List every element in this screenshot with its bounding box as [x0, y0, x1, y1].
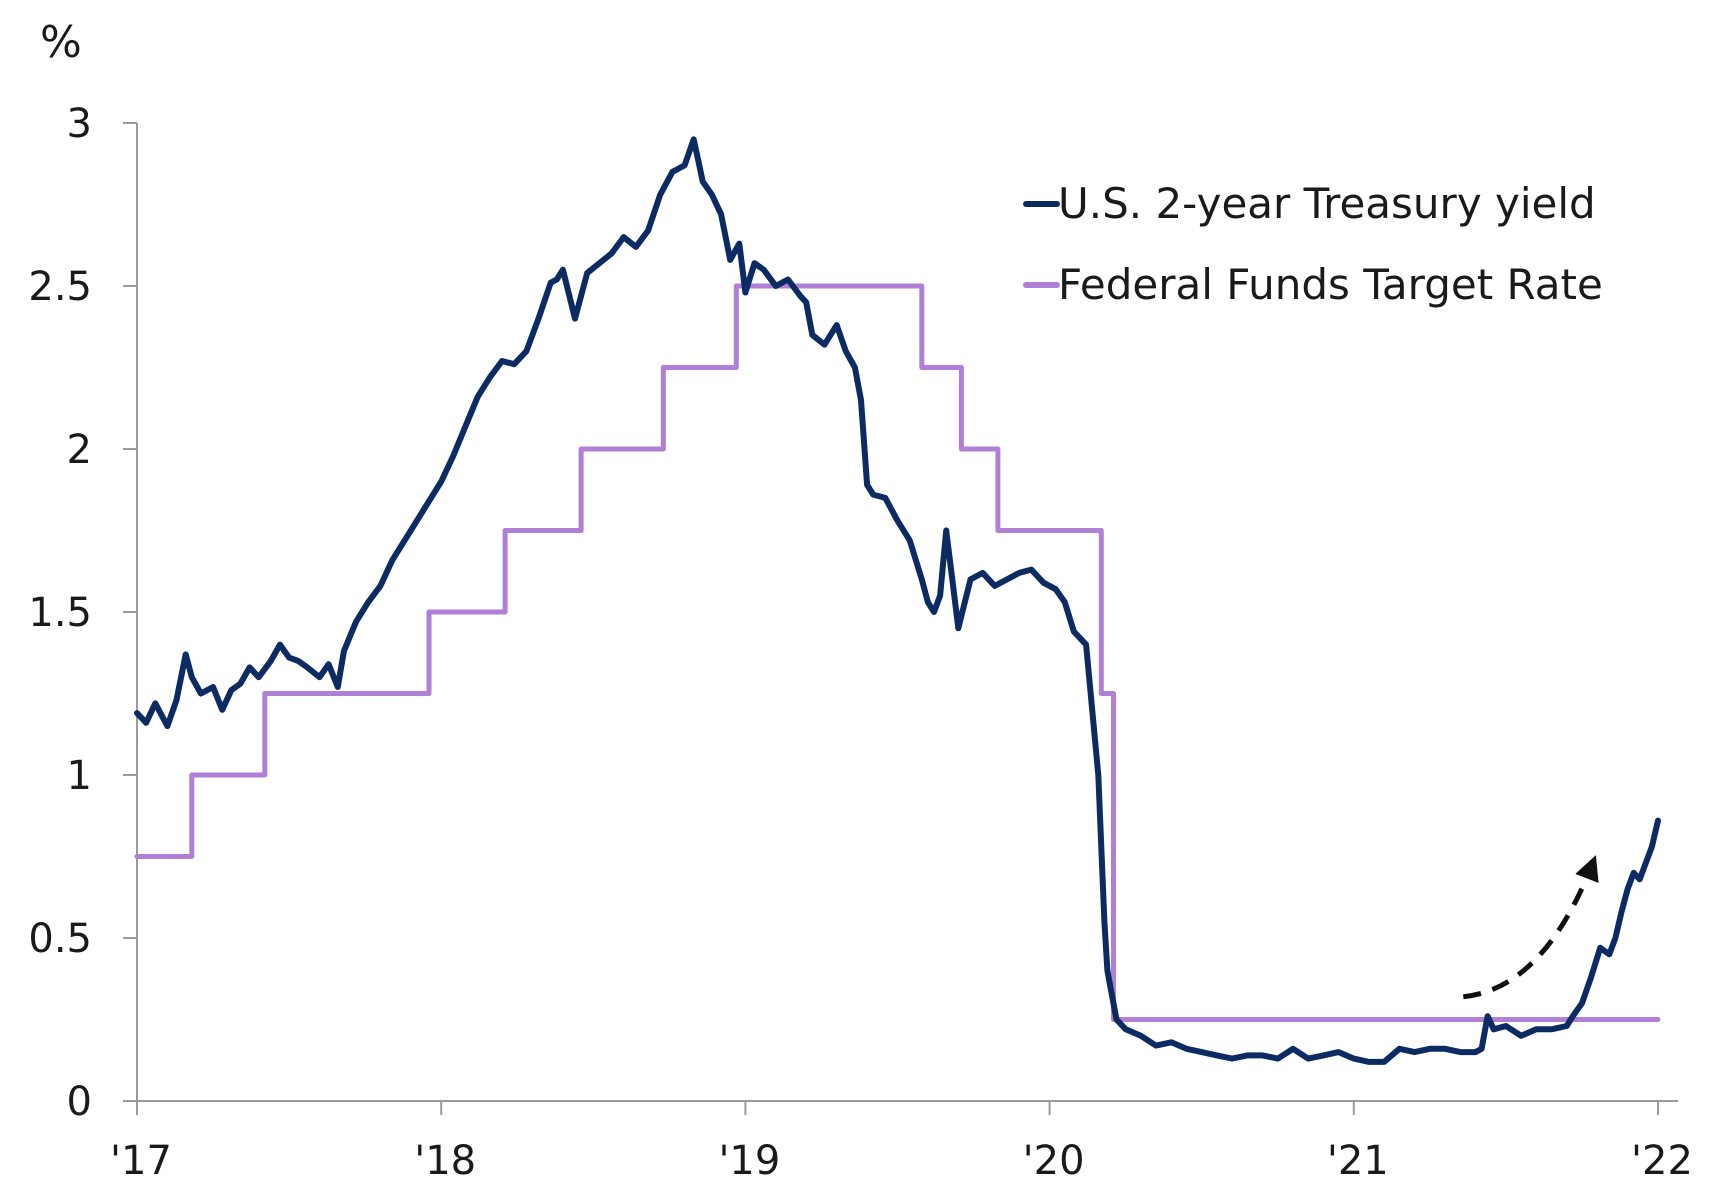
legend: U.S. 2-year Treasury yield Federal Funds … — [1023, 179, 1603, 309]
x-tick-label: '19 — [718, 1138, 780, 1184]
legend-label: Federal Funds Target Rate — [1058, 260, 1603, 309]
y-tick-label: 1 — [67, 753, 92, 799]
y-unit-label: % — [40, 17, 82, 68]
y-tick-label: 3 — [67, 101, 92, 147]
x-tick-label: '21 — [1327, 1138, 1389, 1184]
annotation-layer — [1463, 855, 1599, 1000]
trend-arrow — [1463, 855, 1599, 1000]
axes: % 0 0.5 1 1.5 2 2.5 3 '17 '18 '19 '20 '21 '22 — [28, 17, 1693, 1184]
legend-label: U.S. 2-year Treasury yield — [1058, 179, 1596, 228]
fed-funds-rate-line — [134, 283, 1661, 1022]
x-tick-label: '18 — [414, 1138, 476, 1184]
y-tick-label: 2.5 — [28, 264, 92, 310]
y-tick-label: 0.5 — [28, 916, 92, 962]
x-tick-label: '17 — [110, 1138, 172, 1184]
x-tick-label: '20 — [1023, 1138, 1085, 1184]
y-tick-label: 2 — [67, 427, 92, 473]
series-layer — [134, 136, 1661, 1065]
treasury-yield-line — [134, 136, 1661, 1065]
y-tick-label: 0 — [67, 1079, 92, 1125]
x-tick-label: '22 — [1631, 1138, 1693, 1184]
y-tick-label: 1.5 — [28, 590, 92, 636]
